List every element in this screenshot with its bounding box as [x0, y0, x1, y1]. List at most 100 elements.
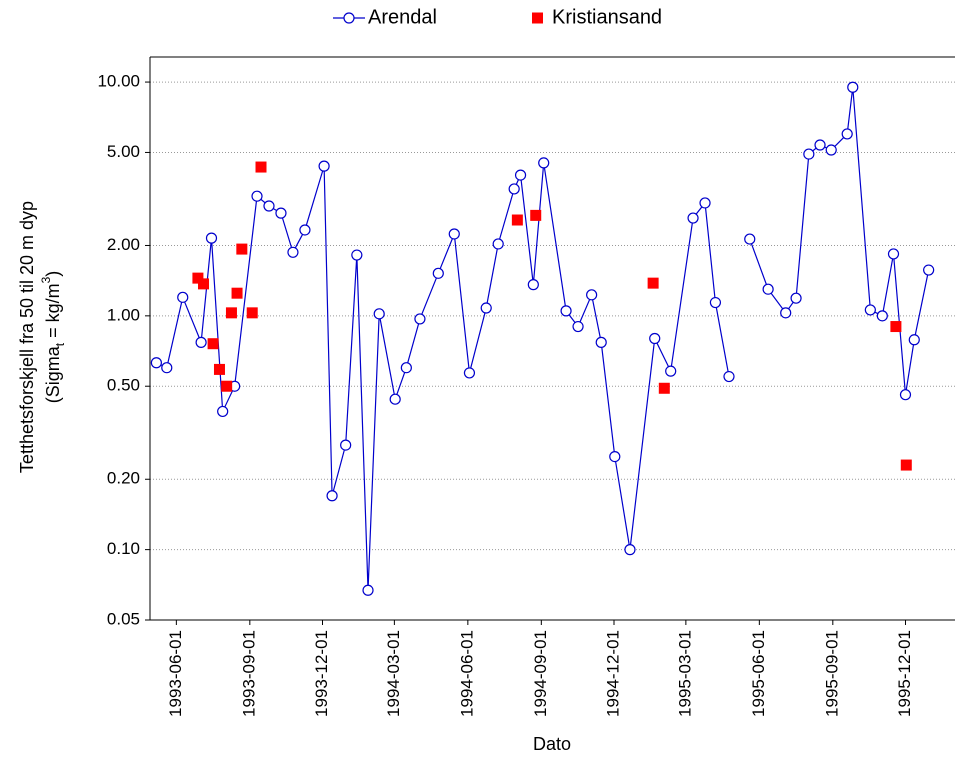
marker [221, 380, 233, 392]
marker [841, 128, 853, 140]
x-tick-label: 1994-09-01 [531, 630, 550, 717]
x-tick-label: 1994-12-01 [603, 630, 622, 717]
marker [538, 157, 550, 169]
marker [373, 308, 385, 320]
marker [150, 357, 162, 369]
x-tick-label: 1994-03-01 [384, 630, 403, 717]
marker [263, 200, 275, 212]
legend-marker [343, 12, 355, 24]
marker [864, 304, 876, 316]
x-tick-label: 1995-03-01 [675, 630, 694, 717]
y-tick-label: 0.10 [107, 539, 140, 558]
x-tick-label: 1993-09-01 [239, 630, 258, 717]
x-tick-label: 1995-12-01 [895, 630, 914, 717]
marker [803, 148, 815, 160]
marker [195, 336, 207, 348]
y-axis-label-part: Tetthetsforskjell fra 50 til 20 m dyp [17, 201, 37, 473]
marker [899, 389, 912, 401]
marker [414, 313, 426, 325]
marker [647, 277, 659, 289]
marker [514, 169, 527, 181]
marker [492, 238, 504, 250]
marker [205, 232, 218, 244]
marker [287, 246, 299, 258]
marker [299, 224, 311, 236]
marker [624, 544, 636, 556]
y-axis-label-part: ) [43, 271, 63, 277]
marker [217, 405, 229, 418]
marker [825, 144, 837, 156]
y-tick-label: 5.00 [107, 142, 140, 161]
marker [887, 248, 900, 260]
marker [255, 161, 267, 173]
x-tick-label: 1995-09-01 [822, 630, 841, 717]
marker [658, 382, 670, 394]
marker [207, 338, 219, 350]
marker [318, 160, 330, 172]
y-tick-label: 10.00 [97, 72, 140, 91]
y-axis-label-part: t [53, 342, 67, 346]
marker [198, 278, 210, 290]
marker [351, 249, 363, 261]
marker [400, 362, 412, 374]
marker [814, 139, 826, 151]
marker [213, 363, 225, 375]
marker [595, 336, 607, 348]
marker [847, 81, 859, 93]
marker [275, 207, 287, 219]
marker [900, 459, 912, 471]
marker [340, 439, 352, 451]
x-axis-label: Dato [533, 734, 571, 754]
marker [463, 367, 476, 379]
marker [389, 393, 401, 405]
x-tick-label: 1993-12-01 [312, 630, 331, 717]
marker [699, 197, 711, 209]
legend-marker [532, 12, 543, 24]
y-tick-label: 0.20 [107, 469, 140, 488]
marker [251, 190, 263, 202]
marker [448, 228, 460, 240]
marker [762, 283, 774, 295]
marker [908, 334, 920, 346]
marker [923, 264, 935, 276]
y-tick-label: 2.00 [107, 235, 140, 254]
x-tick-label: 1995-06-01 [749, 630, 768, 717]
y-tick-label: 1.00 [107, 305, 140, 324]
marker [432, 267, 444, 279]
marker [177, 291, 189, 303]
marker [609, 450, 621, 463]
marker [161, 362, 173, 374]
marker [326, 490, 338, 502]
y-tick-label: 0.50 [107, 376, 140, 395]
marker [192, 272, 204, 284]
marker [586, 289, 598, 301]
marker [572, 320, 584, 333]
y-axis-label: Tetthetsforskjell fra 50 til 20 m dyp (Si… [17, 201, 67, 473]
marker [744, 233, 756, 245]
marker [687, 212, 699, 224]
marker [790, 292, 802, 304]
marker [236, 243, 248, 255]
marker [890, 321, 902, 333]
y-axis-label-part: = kg/m [43, 283, 63, 343]
marker [362, 584, 374, 596]
marker [530, 209, 542, 221]
marker [723, 370, 735, 383]
marker [508, 183, 520, 195]
y-axis-label-part: (Sigma [43, 345, 63, 403]
marker [780, 307, 792, 319]
x-tick-label: 1994-06-01 [457, 630, 476, 717]
legend-label: Arendal [368, 6, 437, 28]
marker [649, 332, 661, 345]
marker [246, 307, 258, 319]
marker [665, 365, 677, 377]
marker [225, 307, 237, 319]
marker [527, 279, 539, 291]
marker [876, 310, 888, 322]
marker [709, 296, 722, 309]
y-axis-label-part: 3 [39, 276, 53, 283]
marker [511, 214, 523, 226]
marker [560, 305, 572, 317]
marker [480, 302, 492, 314]
